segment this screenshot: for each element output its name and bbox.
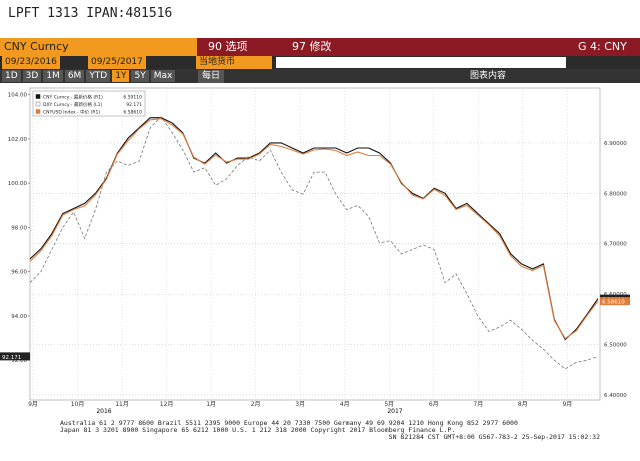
y2-tick-label: 6.70000 <box>604 242 627 248</box>
blank-field[interactable] <box>276 57 566 68</box>
series-line <box>29 116 599 370</box>
legend-swatch <box>35 109 41 114</box>
x-tick-label: 7月 <box>473 401 483 408</box>
last-value-label: 6.58610 <box>602 300 625 306</box>
footer-line: Australia 61 2 9777 8600 Brazil 5511 239… <box>60 419 518 427</box>
legend-box <box>32 90 146 117</box>
x-tick-label: 8月 <box>518 401 528 408</box>
legend-value: 6.59110 <box>123 95 142 101</box>
legend-label: CNYUSD Index - 中价 (R1) <box>43 109 100 116</box>
x-tick-label: 12月 <box>160 401 174 408</box>
period-button[interactable]: 1M <box>43 70 63 82</box>
period-button[interactable]: 3D <box>22 70 42 82</box>
x-tick-label: 1月 <box>206 401 216 408</box>
period-buttons: 1D 3D 1M 6M YTD 1Y 5Y Max <box>2 70 176 82</box>
x-tick-label: 6月 <box>429 401 439 408</box>
footer: Australia 61 2 9777 8600 Brazil 5511 239… <box>60 420 600 441</box>
footer-line: SN 821284 CST GMT+8:00 G567-783-2 25-Sep… <box>388 433 600 441</box>
currency-field[interactable]: 当地货币 <box>196 56 272 69</box>
menu-options[interactable]: 90 选项 <box>208 40 248 53</box>
period-button[interactable]: 1Y <box>112 70 130 82</box>
frequency[interactable]: 每日 <box>198 70 225 83</box>
footer-line: Japan 81 3 3201 8900 Singapore 65 6212 1… <box>60 426 456 434</box>
y-tick-label: 94.00 <box>11 314 27 320</box>
last-value-label: 92.171 <box>2 355 21 361</box>
end-date[interactable]: 09/25/2017 <box>88 56 146 69</box>
security-field[interactable]: CNY Curncy <box>0 38 197 56</box>
legend-label: CNY Curncy - 最新价格 (R1) <box>43 94 103 101</box>
y-tick-label: 96.00 <box>11 270 27 276</box>
page-id: G 4: CNY <box>578 40 627 53</box>
y-tick-label: 100.00 <box>8 181 28 187</box>
y-tick-label: 92.00 <box>11 358 27 364</box>
y-tick-label: 104.00 <box>8 93 28 99</box>
x-tick-label: 9月 <box>562 401 572 408</box>
period-button[interactable]: 6M <box>64 70 85 82</box>
x-tick-label: 5月 <box>384 401 394 408</box>
start-date[interactable]: 09/23/2016 <box>2 56 60 69</box>
period-button[interactable]: 5Y <box>131 70 149 82</box>
legend-swatch <box>35 94 41 99</box>
y2-tick-label: 6.40000 <box>604 393 627 399</box>
series-line <box>29 117 599 341</box>
year-label: 2017 <box>387 408 402 415</box>
x-tick-label: 2月 <box>251 401 261 408</box>
y-tick-label: 98.00 <box>11 225 27 231</box>
last-value-tag <box>600 297 630 306</box>
y2-tick-label: 6.90000 <box>604 141 627 147</box>
x-tick-label: 10月 <box>71 401 85 408</box>
last-value-tag <box>0 352 30 361</box>
x-tick-label: 3月 <box>295 401 305 408</box>
y2-tick-label: 6.80000 <box>604 191 627 197</box>
period-button[interactable]: YTD <box>86 70 111 82</box>
x-tick-label: 4月 <box>340 401 350 408</box>
legend-value: 92.171 <box>126 102 142 108</box>
plot-area <box>29 87 601 401</box>
screen-title: LPFT 1313 IPAN:481516 <box>8 6 173 21</box>
menu-edit[interactable]: 97 修改 <box>292 40 332 53</box>
series-line <box>29 118 599 340</box>
y-tick-label: 102.00 <box>8 137 28 143</box>
chart-content[interactable]: 图表内容 <box>470 71 507 81</box>
period-button[interactable]: Max <box>150 70 176 82</box>
period-button[interactable]: 1D <box>2 70 21 82</box>
x-tick-label: 9月 <box>28 401 38 408</box>
chart: 92.00 94.00 96.00 98.00 100.00 102.00 104.00 6.… <box>0 87 630 415</box>
legend-label: DXY Curncy - 最新价格 (L1) <box>43 101 103 108</box>
legend-value: 6.58610 <box>123 110 142 116</box>
x-tick-label: 11月 <box>115 401 129 408</box>
y2-tick-label: 6.50000 <box>604 343 627 349</box>
year-label: 2016 <box>96 408 111 415</box>
legend-swatch <box>35 101 41 107</box>
